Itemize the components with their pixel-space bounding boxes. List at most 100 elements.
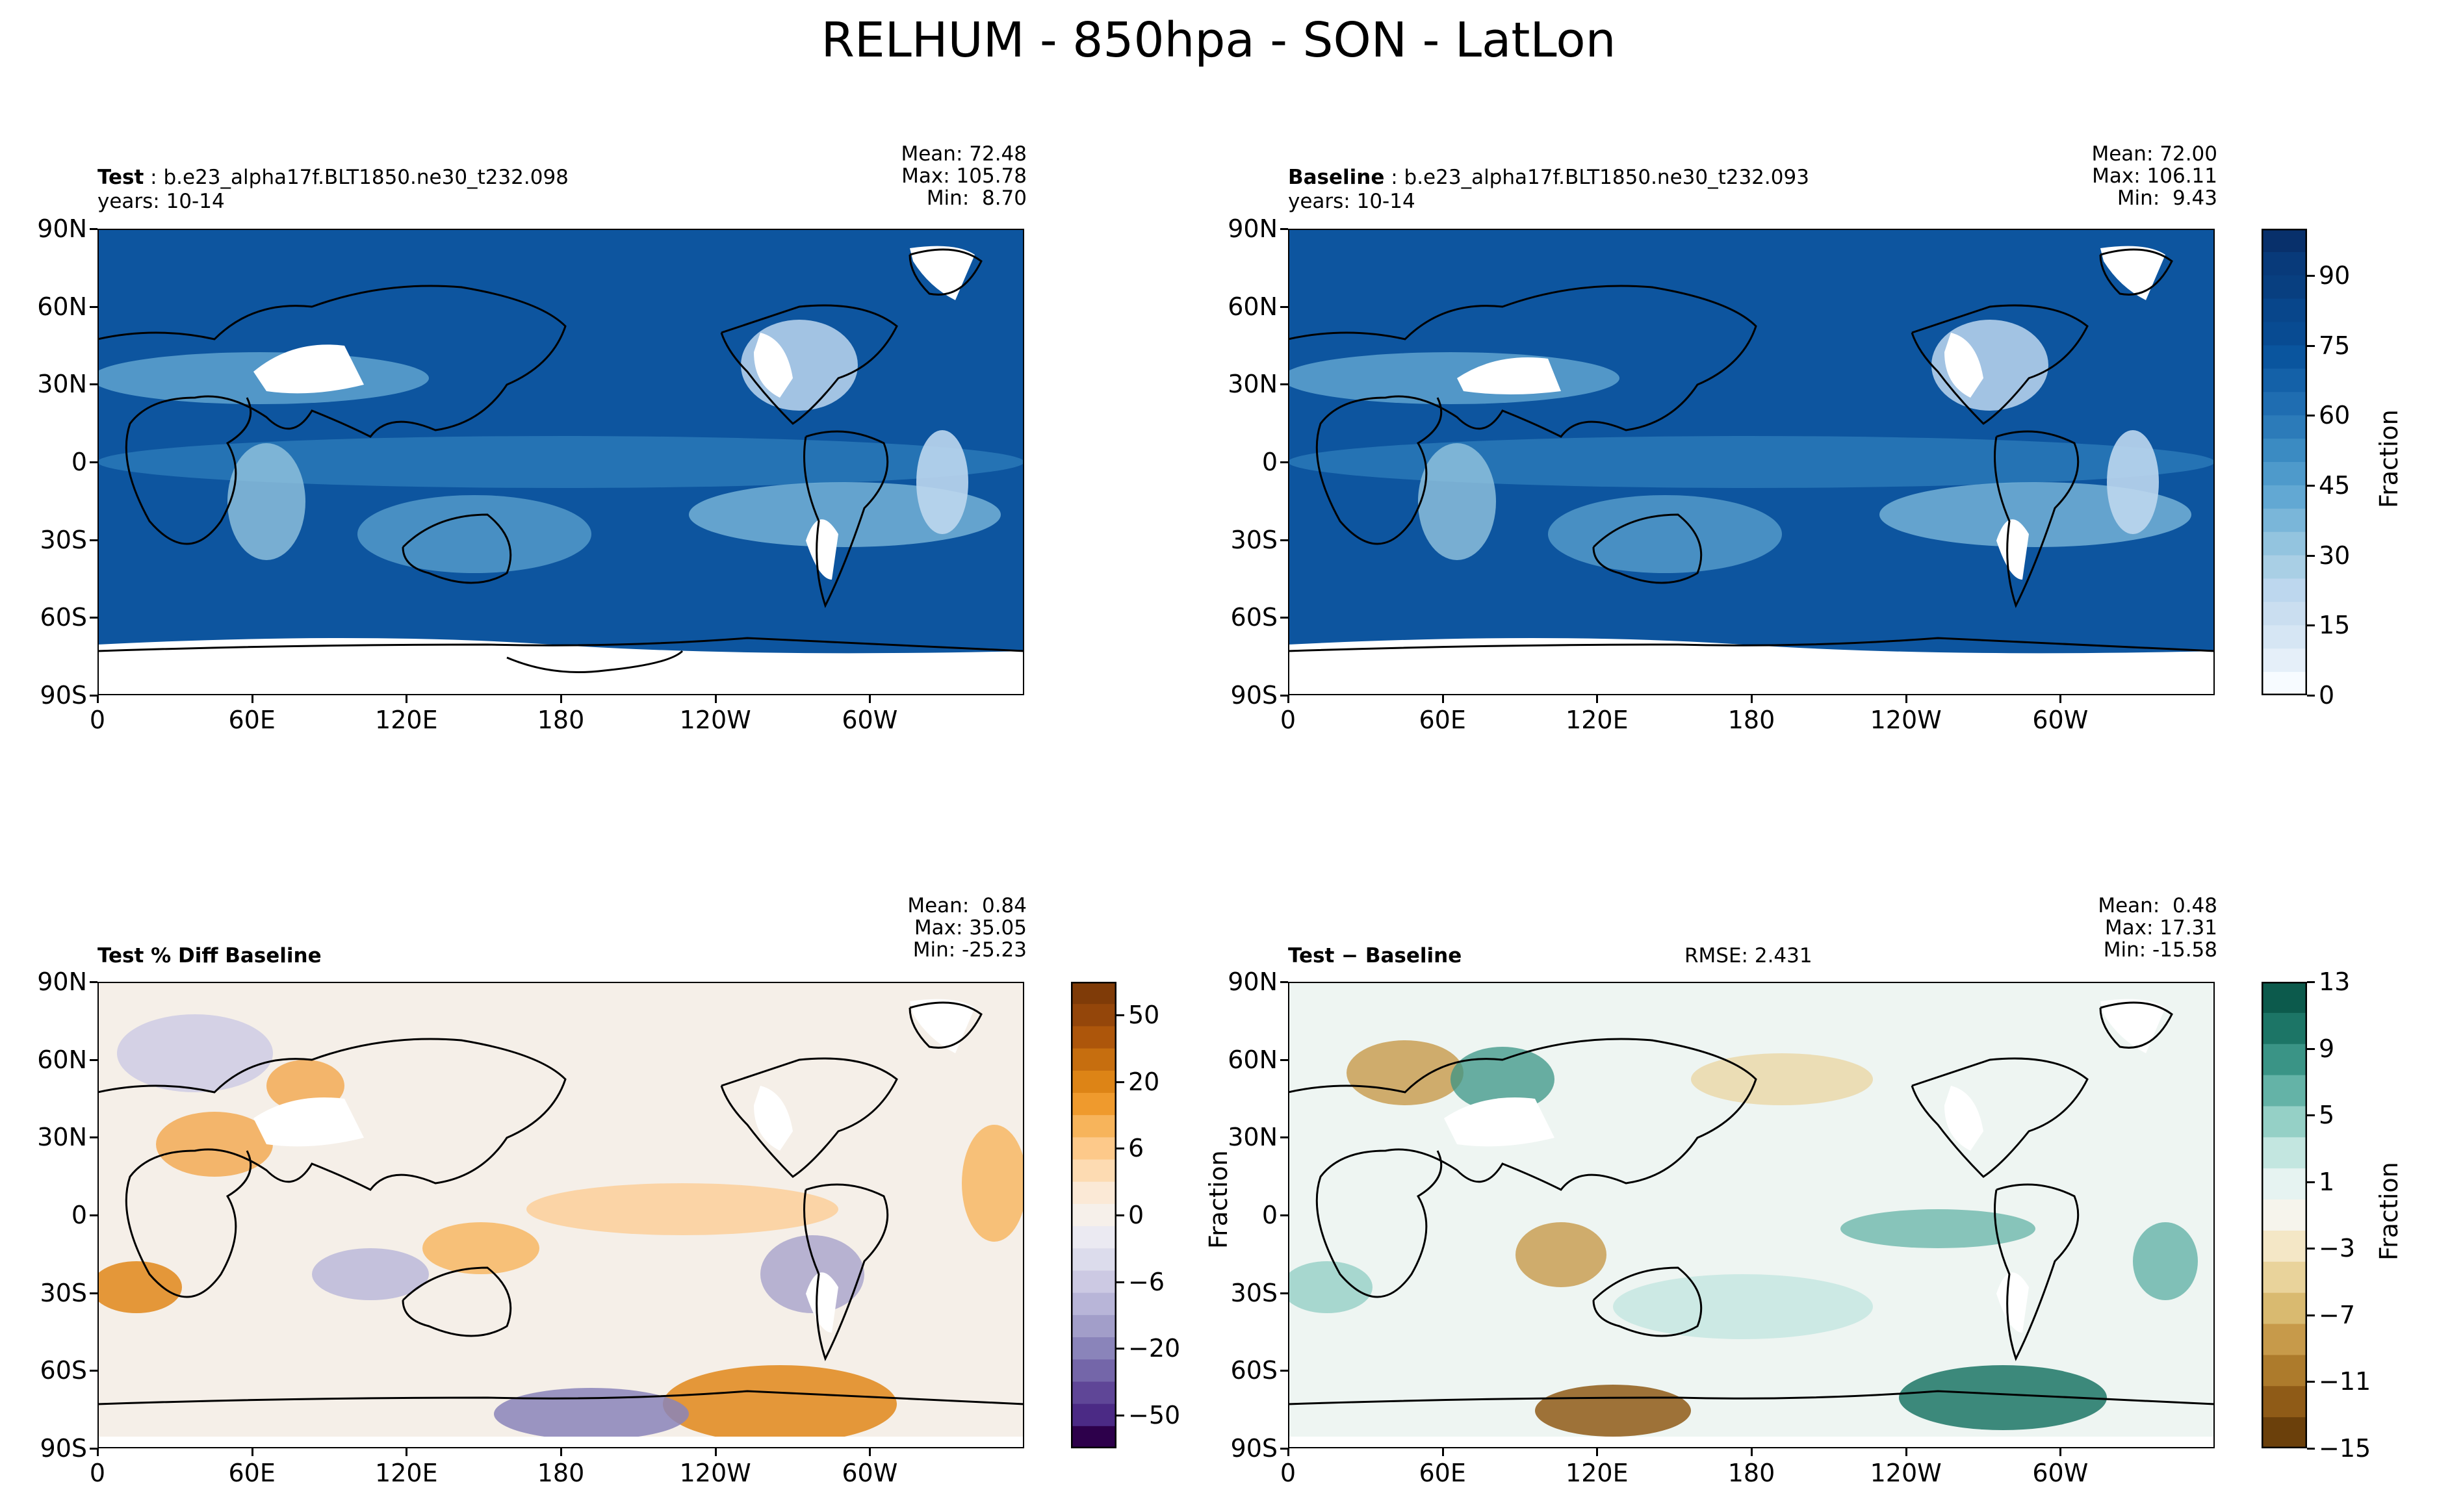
baseline-lon-tick: 60W: [2032, 706, 2089, 734]
diff-colorbar-tick: −11: [2319, 1367, 2371, 1396]
diff-colorbar-swatch: [2262, 1075, 2307, 1107]
diff-colorbar-swatch: [2262, 982, 2307, 1014]
pctdiff-colorbar-tick: 6: [1128, 1134, 1144, 1163]
test-lat-tick-mark: [90, 461, 97, 463]
test-lat-tick-mark: [90, 695, 97, 697]
diff-lat-tick-mark: [1280, 1292, 1288, 1294]
main-colorbar-swatch: [2262, 578, 2307, 602]
pctdiff-colorbar-frame: [1071, 982, 1116, 1448]
test-lon-tick-mark: [406, 695, 408, 703]
pctdiff-lat-tick: 90N: [37, 967, 87, 996]
test-lon-tick-mark: [251, 695, 253, 703]
baseline-lat-tick: 30S: [1230, 525, 1278, 554]
pctdiff-lat-tick-mark: [90, 1292, 97, 1294]
diff-lon-tick-mark: [1441, 1448, 1444, 1456]
diff-lon-tick: 60W: [2032, 1459, 2089, 1487]
main-colorbar-tick: 60: [2319, 401, 2351, 430]
test-lon-tick: 120W: [679, 706, 751, 734]
pctdiff-lat-tick-mark: [90, 1058, 97, 1061]
main-colorbar-swatch: [2262, 275, 2307, 300]
baseline-lat-tick: 0: [1261, 448, 1278, 476]
diff-colorbar-tick-mark: [2307, 1381, 2315, 1383]
diff-colorbar-tick: −7: [2319, 1300, 2356, 1329]
test-lat-tick-mark: [90, 617, 97, 619]
main-colorbar-swatch: [2262, 462, 2307, 486]
pctdiff-lat-tick: 30S: [40, 1278, 87, 1307]
test-lat-tick: 60N: [37, 292, 87, 321]
diff-lat-tick-mark: [1280, 981, 1288, 983]
diff-lon-tick: 0: [1280, 1459, 1296, 1487]
main-colorbar-tick: 75: [2319, 331, 2351, 360]
pctdiff-colorbar-swatch: [1071, 1403, 1116, 1427]
main-colorbar-swatch: [2262, 322, 2307, 346]
diff-colorbar-swatch: [2262, 1106, 2307, 1138]
diff-rmse: RMSE: 2.431: [1684, 944, 1812, 967]
diff-colorbar-label: Fraction: [2375, 1162, 2403, 1261]
diff-colorbar-tick-mark: [2307, 1314, 2315, 1316]
pctdiff-colorbar-swatch: [1071, 1226, 1116, 1249]
pctdiff-lon-tick: 120W: [679, 1459, 751, 1487]
baseline-lat-tick-mark: [1280, 305, 1288, 308]
test-lat-tick: 30N: [37, 370, 87, 399]
pctdiff-colorbar-tick-mark: [1116, 1014, 1124, 1017]
pctdiff-lon-tick: 60W: [842, 1459, 898, 1487]
diff-lon-tick-mark: [2059, 1448, 2062, 1456]
test-lon-tick: 120E: [375, 706, 438, 734]
baseline-lat-tick-mark: [1280, 617, 1288, 619]
pctdiff-colorbar-tick: 0: [1128, 1201, 1144, 1229]
pctdiff-lat-tick-mark: [90, 1370, 97, 1372]
baseline-lat-tick-mark: [1280, 695, 1288, 697]
pctdiff-lon-tick: 0: [89, 1459, 106, 1487]
pctdiff-colorbar-tick: 20: [1128, 1067, 1160, 1096]
baseline-lon-tick: 60E: [1419, 706, 1466, 734]
diff-lon-tick: 120W: [1870, 1459, 1942, 1487]
diff-colorbar-swatch: [2262, 1324, 2307, 1355]
pctdiff-colorbar-swatch: [1071, 1181, 1116, 1205]
pctdiff-colorbar-swatch: [1071, 1159, 1116, 1183]
test-lon-tick-mark: [560, 695, 562, 703]
diff-colorbar-tick-mark: [2307, 1047, 2315, 1050]
diff-colorbar-swatch: [2262, 1386, 2307, 1418]
baseline-lat-tick-mark: [1280, 461, 1288, 463]
baseline-lon-tick-mark: [1287, 695, 1289, 703]
diff-colorbar-tick-mark: [2307, 1114, 2315, 1117]
baseline-lon-tick: 0: [1280, 706, 1296, 734]
main-colorbar-swatch: [2262, 229, 2307, 253]
pctdiff-lat-tick-mark: [90, 1214, 97, 1216]
diff-lon-tick-mark: [1287, 1448, 1289, 1456]
baseline-label-bold: Baseline: [1288, 166, 1385, 189]
diff-colorbar-swatch: [2262, 1199, 2307, 1231]
main-colorbar-swatch: [2262, 298, 2307, 323]
figure-title: RELHUM - 850hpa - SON - LatLon: [821, 12, 1616, 68]
diff-colorbar-swatch: [2262, 1261, 2307, 1294]
test-lat-tick-mark: [90, 539, 97, 541]
main-colorbar-swatch: [2262, 392, 2307, 416]
main-colorbar-tick: 45: [2319, 470, 2351, 500]
pctdiff-colorbar: [1071, 982, 1116, 1448]
baseline-lat-tick-mark: [1280, 539, 1288, 541]
diff-lon-tick: 180: [1727, 1459, 1775, 1487]
main-colorbar-tick-mark: [2307, 484, 2315, 487]
baseline-lon-tick: 180: [1727, 706, 1775, 734]
test-lon-tick: 0: [89, 706, 106, 734]
pctdiff-lat-tick: 0: [71, 1201, 87, 1229]
diff-colorbar-tick-mark: [2307, 1181, 2315, 1183]
diff-lat-tick-mark: [1280, 1448, 1288, 1450]
test-lon-tick: 60W: [842, 706, 898, 734]
main-colorbar-tick-mark: [2307, 554, 2315, 557]
pctdiff-colorbar-tick-mark: [1116, 1414, 1124, 1416]
diff-colorbar-tick: 1: [2319, 1167, 2335, 1196]
diff-lon-tick-mark: [1596, 1448, 1599, 1456]
pctdiff-colorbar-tick-mark: [1116, 1348, 1124, 1350]
pctdiff-colorbar-swatch: [1071, 1426, 1116, 1448]
main-colorbar-swatch: [2262, 485, 2307, 509]
diff-colorbar: [2262, 982, 2307, 1448]
main-colorbar-tick: 0: [2319, 681, 2335, 710]
pctdiff-lon-tick-mark: [406, 1448, 408, 1456]
main-colorbar-swatch: [2262, 672, 2307, 695]
baseline-panel-title: Baseline : b.e23_alpha17f.BLT1850.ne30_t…: [1288, 166, 1809, 188]
pctdiff-colorbar-swatch: [1071, 1137, 1116, 1160]
baseline-stats: Mean: 72.00 Max: 106.11 Min: 9.43: [2091, 142, 2217, 210]
main-colorbar-frame: [2262, 229, 2307, 695]
diff-lon-tick: 60E: [1419, 1459, 1466, 1487]
